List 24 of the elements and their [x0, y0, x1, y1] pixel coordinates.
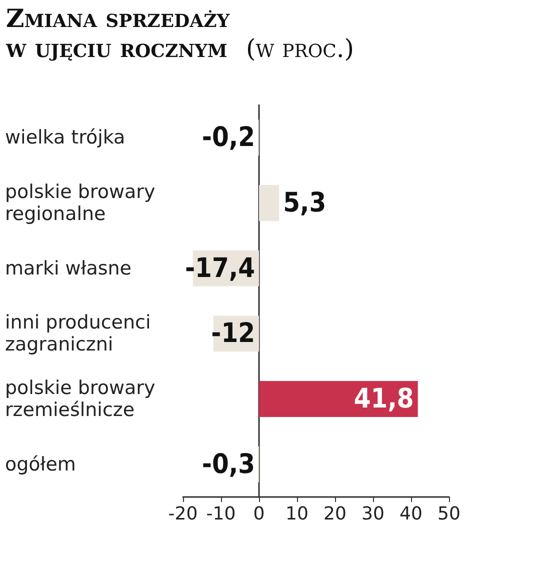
y-tick-label: marki własne: [5, 257, 132, 280]
y-tick-label: inni producenci zagraniczni: [5, 312, 157, 356]
chart-title: Zmiana sprzedaży w ujęciu rocznym: [6, 4, 231, 64]
y-tick-label: polskie browary rzemieślnicze: [5, 377, 162, 421]
data-label: -0,2: [202, 122, 255, 154]
x-tick-label: -20: [168, 504, 198, 524]
data-label: 5,3: [283, 188, 326, 218]
data-label: -12: [211, 318, 255, 350]
chart-subtitle: (w proc.): [246, 34, 354, 63]
data-label: -17,4: [184, 252, 255, 284]
x-tick-label: 10: [286, 504, 308, 524]
bar: [259, 381, 418, 417]
bar: [259, 185, 280, 221]
data-label: 41,8: [354, 384, 414, 414]
data-label: -0,3: [202, 448, 255, 480]
x-tick-label: 50: [438, 504, 460, 524]
x-tick-label: -10: [206, 504, 236, 524]
y-tick-label: ogółem: [5, 453, 76, 476]
y-tick-label: polskie browary regionalne: [5, 181, 162, 225]
x-tick-label: 20: [324, 504, 346, 524]
y-tick-label: wielka trójka: [5, 126, 126, 149]
x-tick-label: 40: [400, 504, 422, 524]
x-tick-label: 30: [362, 504, 384, 524]
x-tick-label: 0: [253, 504, 265, 524]
